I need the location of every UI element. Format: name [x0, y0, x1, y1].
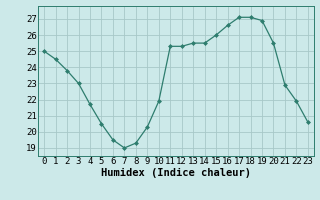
X-axis label: Humidex (Indice chaleur): Humidex (Indice chaleur)	[101, 168, 251, 178]
